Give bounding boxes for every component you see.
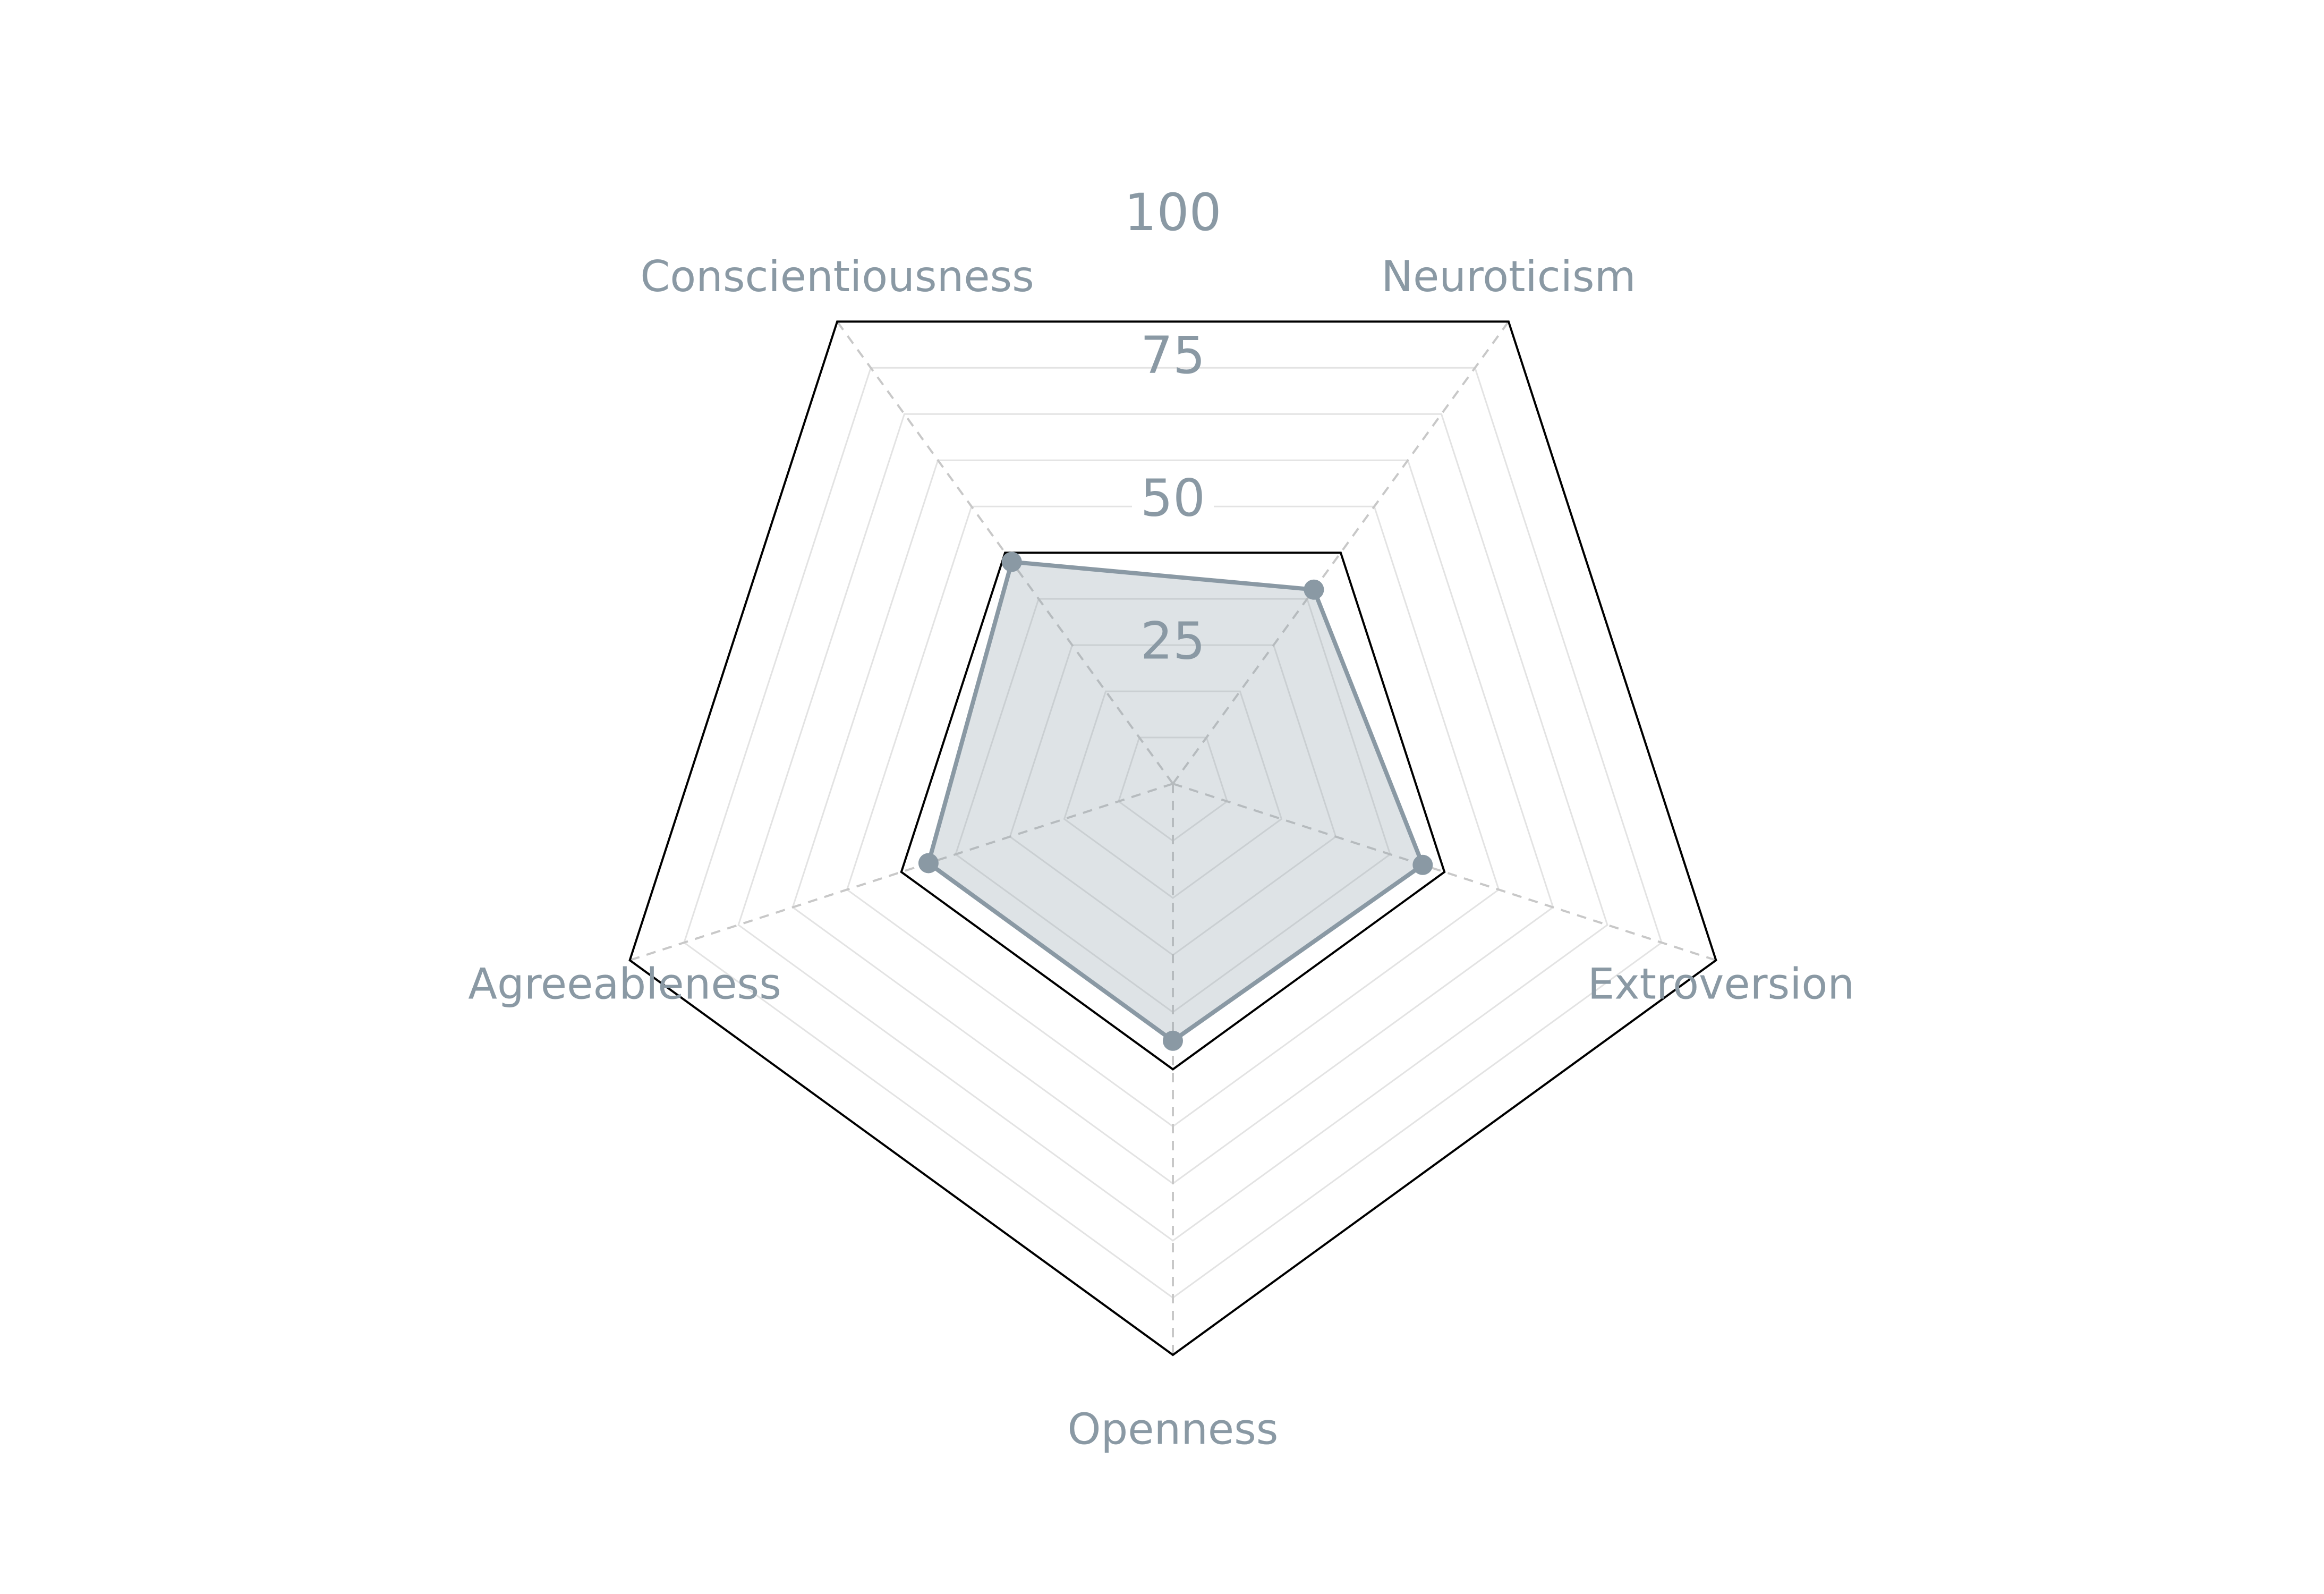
- grid-ring: [737, 413, 1608, 1242]
- grid-ring: [1063, 690, 1283, 899]
- data-point-extroversion: [1412, 854, 1433, 875]
- axis-label-conscientiousness: Conscientiousness: [640, 252, 1034, 301]
- grid-ring: [1009, 644, 1337, 956]
- series-area: [926, 559, 1425, 1043]
- grid-ring: [955, 598, 1391, 1013]
- axis-label-neuroticism: Neuroticism: [1381, 252, 1636, 301]
- data-point-agreeableness: [918, 853, 939, 874]
- grid-ring: [683, 367, 1663, 1299]
- data-point-conscientiousness: [1001, 552, 1022, 572]
- radar-outline-rings: [628, 320, 1717, 1356]
- tick-label-75: 75: [1140, 326, 1205, 385]
- data-point-neuroticism: [1304, 579, 1324, 600]
- radar-series: [918, 552, 1433, 1051]
- axis-labels: Neuroticism Conscientiousness Agreeablenes…: [468, 252, 1854, 1454]
- radar-grid: [629, 321, 1717, 1355]
- tick-label-25: 25: [1140, 611, 1205, 671]
- axis-label-extroversion: Extroversion: [1588, 960, 1854, 1009]
- inner-outlined-ring: [900, 552, 1446, 1071]
- tick-label-100: 100: [1124, 183, 1221, 242]
- tick-label-background: [1116, 186, 1230, 239]
- grid-ring: [791, 459, 1554, 1185]
- grid-ring: [1118, 736, 1228, 842]
- grid-ring: [846, 505, 1500, 1127]
- tick-label-background: [1132, 471, 1214, 525]
- outer-ring: [628, 320, 1717, 1356]
- data-point-openness: [1163, 1030, 1183, 1051]
- radial-tick-labels: 25 50 75 100: [1116, 183, 1230, 671]
- axis-label-openness: Openness: [1068, 1405, 1279, 1454]
- axis-label-agreeableness: Agreeableness: [468, 960, 781, 1009]
- tick-label-50: 50: [1140, 469, 1205, 528]
